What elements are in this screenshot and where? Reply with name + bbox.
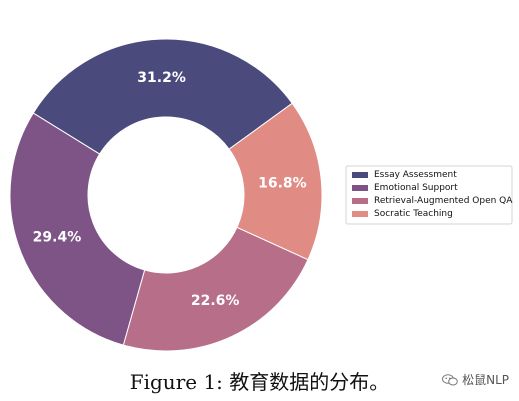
watermark-text: 松鼠NLP (462, 373, 509, 387)
legend-frame (345, 165, 513, 225)
watermark: 松鼠NLP (442, 371, 509, 388)
legend-label: Retrieval-Augmented Open QA (374, 196, 513, 206)
legend-swatch (352, 172, 368, 178)
slice-percent-label: 22.6% (191, 293, 240, 309)
slice-percent-label: 31.2% (137, 70, 186, 86)
donut-slice (9, 112, 146, 346)
slice-labels: 31.2% 29.4% 22.6% 16.8% (33, 70, 307, 309)
figure-caption: Figure 1: 教育数据的分布。 (129, 370, 390, 394)
donut-slice (32, 38, 293, 155)
legend-swatch (352, 185, 368, 191)
legend-swatch (352, 198, 368, 204)
legend-label: Socratic Teaching (374, 209, 453, 219)
donut-slice (228, 102, 323, 261)
donut-slices (9, 38, 323, 352)
slice-percent-label: 29.4% (33, 229, 82, 245)
legend-swatch (352, 211, 368, 217)
donut-chart: 31.2% 29.4% 22.6% 16.8% Essay Assessment Emo… (9, 38, 513, 352)
wechat-icon (442, 373, 458, 385)
donut-slice (122, 226, 309, 352)
legend-label: Emotional Support (374, 183, 458, 193)
legend-label: Essay Assessment (374, 170, 457, 180)
legend: Essay Assessment Emotional Support Retriev… (345, 165, 513, 225)
slice-percent-label: 16.8% (258, 175, 307, 191)
